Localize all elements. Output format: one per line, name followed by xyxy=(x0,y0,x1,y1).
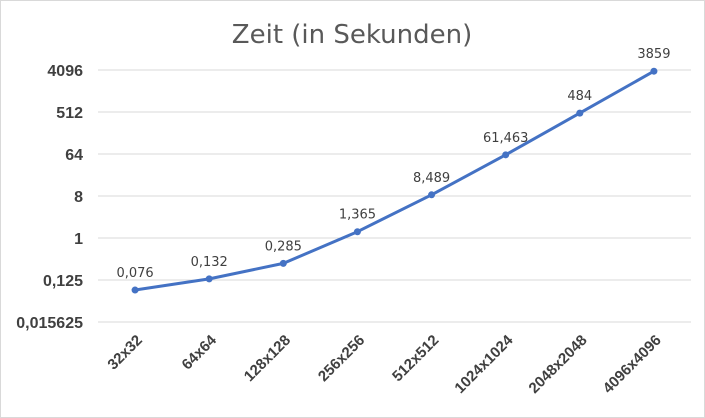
data-label: 484 xyxy=(567,89,592,104)
y-tick-label: 512 xyxy=(56,105,83,122)
x-tick-label: 256x256 xyxy=(315,332,368,385)
data-label: 0,076 xyxy=(116,266,153,281)
data-point xyxy=(650,67,658,75)
x-tick-label: 1024x1024 xyxy=(451,331,517,397)
series-line xyxy=(133,69,656,292)
x-tick-label: 4096x4096 xyxy=(600,332,665,397)
data-point xyxy=(428,191,436,199)
data-labels: 0,076 0,132 0,285 1,365 8,489 61,463 484 3859 xyxy=(116,47,670,281)
x-tick-label: 32x32 xyxy=(104,332,146,374)
data-point xyxy=(502,151,510,159)
chart-title: Zeit (in Sekunden) xyxy=(232,20,472,50)
y-tick-label: 8 xyxy=(74,189,83,206)
y-tick-label: 0,125 xyxy=(43,273,83,290)
x-tick-label: 2048x2048 xyxy=(526,332,591,397)
y-axis-ticks: 0,015625 0,125 1 8 64 512 4096 xyxy=(16,63,83,332)
data-label: 0,285 xyxy=(265,239,302,254)
data-point xyxy=(576,109,584,117)
data-label: 3859 xyxy=(637,47,670,62)
series-group xyxy=(131,67,658,294)
data-point xyxy=(131,286,139,294)
y-tick-label: 1 xyxy=(74,231,83,248)
data-point xyxy=(353,228,361,236)
data-label: 61,463 xyxy=(483,131,529,146)
y-tick-label: 64 xyxy=(65,147,83,164)
data-point xyxy=(279,259,287,267)
x-axis-ticks: 32x32 64x64 128x128 256x256 512x512 1024x1024… xyxy=(104,331,664,397)
x-tick-label: 64x64 xyxy=(178,331,220,373)
x-tick-label: 512x512 xyxy=(389,332,442,385)
gridlines xyxy=(98,69,691,323)
data-label: 0,132 xyxy=(191,255,228,270)
data-point xyxy=(205,275,213,283)
y-tick-label: 4096 xyxy=(47,63,83,80)
x-tick-label: 128x128 xyxy=(241,332,294,385)
y-tick-label: 0,015625 xyxy=(16,315,83,332)
data-label: 1,365 xyxy=(339,208,376,223)
data-label: 8,489 xyxy=(413,171,450,186)
